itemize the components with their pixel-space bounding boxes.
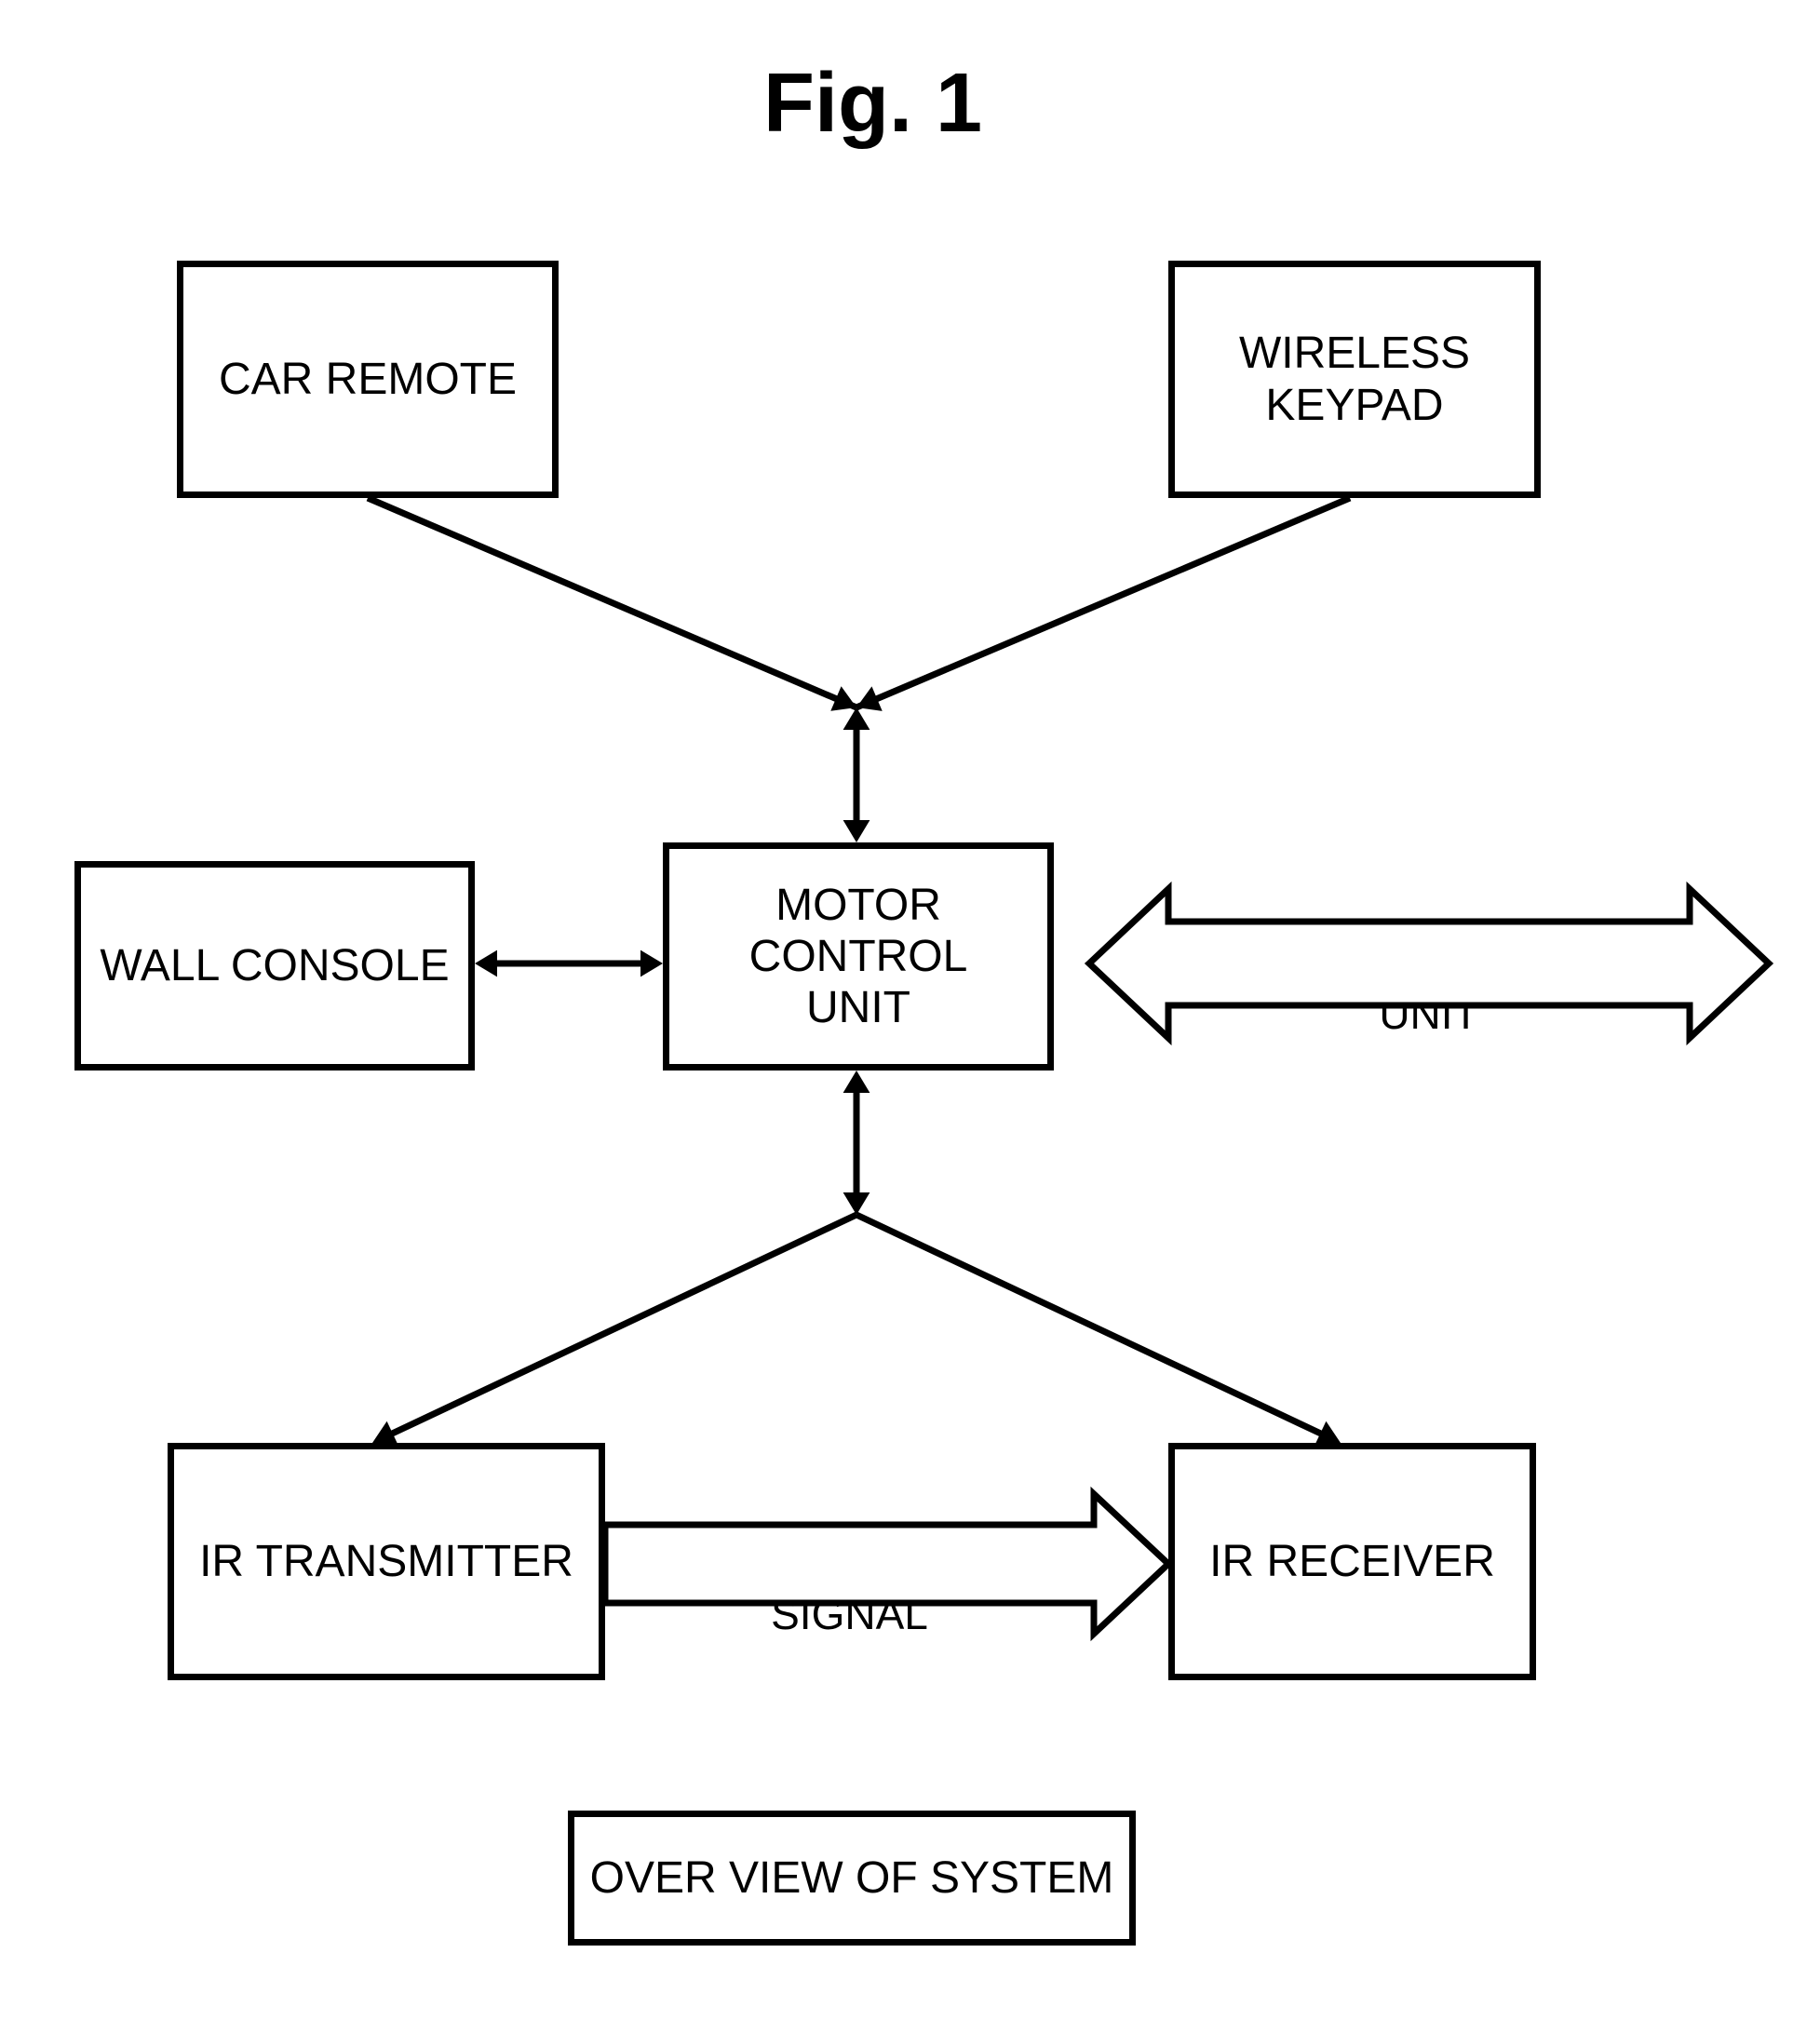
node-wireless-keypad: WIRELESS KEYPAD <box>1168 261 1541 498</box>
node-wall-console: WALL CONSOLE <box>74 861 475 1071</box>
node-car-remote-label: CAR REMOTE <box>219 354 517 405</box>
caption-box: OVER VIEW OF SYSTEM <box>568 1811 1136 1946</box>
node-ir-receiver: IR RECEIVER <box>1168 1443 1536 1680</box>
block-arrow-ir-signal-label: IR TRANSMITTED SIGNAL <box>605 1539 1094 1639</box>
block-arrow-interface-label: INTERFACE SECOND UNIT <box>1168 938 1690 1039</box>
node-wireless-keypad-label: WIRELESS KEYPAD <box>1239 328 1470 430</box>
node-car-remote: CAR REMOTE <box>177 261 559 498</box>
node-ir-receiver-label: IR RECEIVER <box>1209 1536 1495 1587</box>
node-ir-transmitter-label: IR TRANSMITTER <box>199 1536 573 1587</box>
caption-box-label: OVER VIEW OF SYSTEM <box>590 1852 1114 1904</box>
node-ir-transmitter: IR TRANSMITTER <box>168 1443 605 1680</box>
node-motor-control-unit: MOTOR CONTROL UNIT <box>663 842 1054 1071</box>
node-motor-control-unit-label: MOTOR CONTROL UNIT <box>669 880 1047 1034</box>
node-wall-console-label: WALL CONSOLE <box>100 940 449 991</box>
diagram-canvas: Fig. 1 CAR REMOTE WIRELESS KEYPAD WALL C… <box>0 0 1820 2020</box>
figure-title: Fig. 1 <box>763 56 982 152</box>
